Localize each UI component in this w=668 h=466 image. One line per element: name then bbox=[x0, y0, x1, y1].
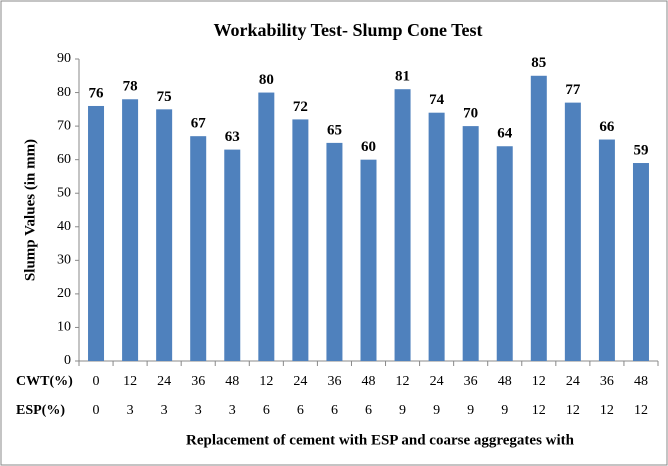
x-tick-label: 3 bbox=[195, 403, 202, 418]
bar bbox=[632, 163, 649, 361]
x-tick-label: 36 bbox=[600, 374, 614, 389]
x-tick-label: 12 bbox=[532, 374, 546, 389]
bar bbox=[428, 112, 445, 361]
data-label: 77 bbox=[565, 82, 581, 98]
x-tick-label: 6 bbox=[365, 403, 372, 418]
x-tick-label: 48 bbox=[634, 374, 648, 389]
data-label: 78 bbox=[123, 79, 138, 95]
x-tick-label: 48 bbox=[498, 374, 512, 389]
data-label: 66 bbox=[599, 119, 615, 135]
x-tick-label: 12 bbox=[123, 374, 137, 389]
y-tick-label: 80 bbox=[57, 85, 71, 100]
data-label: 72 bbox=[293, 99, 308, 115]
x-tick-label: 6 bbox=[263, 403, 270, 418]
x-tick-label: 3 bbox=[127, 403, 134, 418]
y-tick-label: 70 bbox=[57, 118, 71, 133]
y-axis-title: Slump Values (in mm) bbox=[22, 139, 38, 281]
x-tick-label: 12 bbox=[634, 403, 648, 418]
x-tick-label: 36 bbox=[191, 374, 205, 389]
bar bbox=[88, 105, 105, 361]
bar bbox=[598, 139, 615, 361]
x-tick-label: 24 bbox=[293, 374, 307, 389]
bar bbox=[530, 75, 547, 362]
data-label: 64 bbox=[497, 126, 513, 142]
chart-title: Workability Test- Slump Cone Test bbox=[213, 20, 482, 40]
row-name: CWT(%) bbox=[16, 374, 73, 389]
bar bbox=[326, 142, 343, 361]
bar bbox=[360, 159, 377, 361]
bar bbox=[292, 119, 309, 362]
x-tick-label: 12 bbox=[396, 374, 410, 389]
row-name: ESP(%) bbox=[16, 403, 65, 418]
x-tick-label: 0 bbox=[93, 403, 100, 418]
x-tick-label: 3 bbox=[229, 403, 236, 418]
data-label: 74 bbox=[429, 92, 445, 108]
x-tick-label: 12 bbox=[600, 403, 614, 418]
x-tick-label: 12 bbox=[532, 403, 546, 418]
y-tick-label: 0 bbox=[64, 353, 71, 368]
y-tick-label: 10 bbox=[57, 320, 71, 335]
x-tick-label: 48 bbox=[362, 374, 376, 389]
x-axis-title: Replacement of cement with ESP and coars… bbox=[186, 432, 575, 448]
x-tick-label: 12 bbox=[566, 403, 580, 418]
x-tick-label: 48 bbox=[225, 374, 239, 389]
bar bbox=[462, 126, 479, 361]
bar bbox=[156, 109, 173, 361]
y-tick-label: 60 bbox=[57, 152, 71, 167]
data-label: 65 bbox=[327, 122, 342, 138]
data-label: 70 bbox=[463, 106, 478, 122]
bar bbox=[224, 149, 241, 361]
x-tick-label: 9 bbox=[399, 403, 406, 418]
x-tick-label: 9 bbox=[467, 403, 474, 418]
data-label: 85 bbox=[531, 55, 546, 71]
x-tick-label: 36 bbox=[464, 374, 478, 389]
x-tick-label: 36 bbox=[327, 374, 341, 389]
bar bbox=[394, 89, 411, 361]
bar bbox=[122, 99, 139, 362]
data-label: 67 bbox=[191, 116, 207, 132]
y-tick-label: 90 bbox=[57, 51, 71, 66]
x-tick-label: 24 bbox=[157, 374, 171, 389]
bar bbox=[564, 102, 581, 361]
x-tick-label: 6 bbox=[331, 403, 338, 418]
y-tick-label: 40 bbox=[57, 219, 71, 234]
y-tick-label: 50 bbox=[57, 185, 71, 200]
y-tick-label: 20 bbox=[57, 286, 71, 301]
data-label: 63 bbox=[225, 129, 240, 145]
data-label: 81 bbox=[395, 69, 410, 85]
data-label: 59 bbox=[633, 142, 648, 158]
bar bbox=[258, 92, 275, 362]
data-label: 76 bbox=[89, 85, 105, 101]
y-tick-label: 30 bbox=[57, 253, 71, 268]
data-label: 60 bbox=[361, 139, 376, 155]
data-label: 80 bbox=[259, 72, 274, 88]
x-tick-label: 0 bbox=[93, 374, 100, 389]
x-tick-label: 24 bbox=[430, 374, 444, 389]
x-tick-label: 9 bbox=[433, 403, 440, 418]
x-tick-label: 24 bbox=[566, 374, 580, 389]
bar bbox=[496, 146, 513, 361]
x-tick-label: 9 bbox=[501, 403, 508, 418]
x-tick-label: 3 bbox=[161, 403, 168, 418]
x-tick-label: 12 bbox=[259, 374, 273, 389]
data-label: 75 bbox=[157, 89, 172, 105]
bar bbox=[190, 136, 207, 361]
x-tick-label: 6 bbox=[297, 403, 304, 418]
